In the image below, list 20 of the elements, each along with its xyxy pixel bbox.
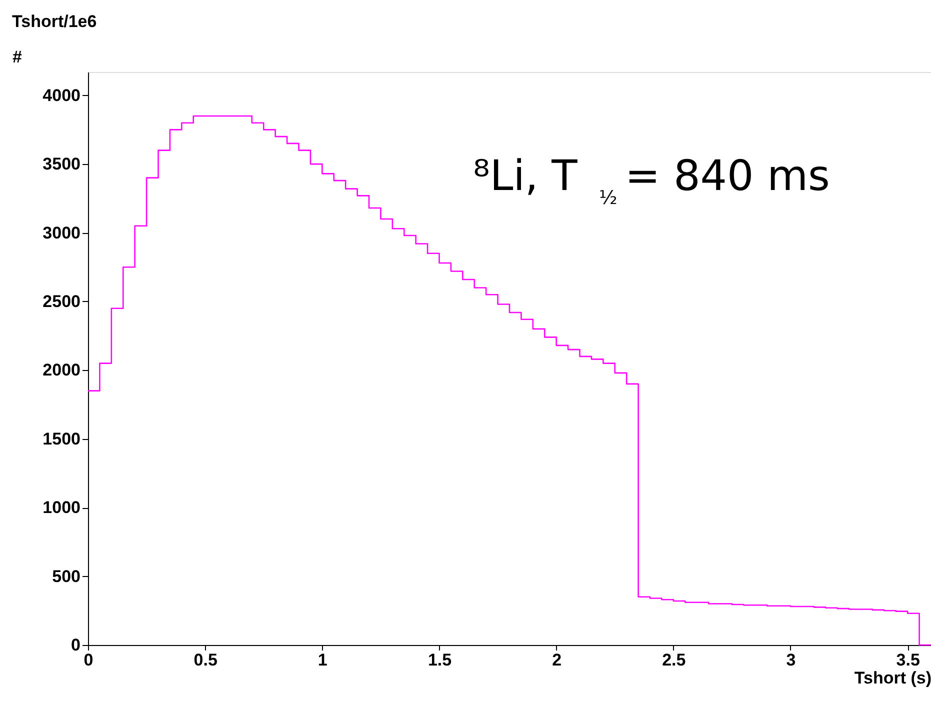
x-tick-label: 1: [318, 650, 328, 670]
x-tick-label: 2.5: [662, 650, 686, 670]
x-tick-label: 0.5: [194, 650, 218, 670]
x-tick-label: 1.5: [428, 650, 452, 670]
y-axis-title: #: [12, 48, 22, 66]
x-tick-label: 0: [84, 650, 94, 670]
x-tick-label: 3: [786, 650, 796, 670]
y-tick-label: 500: [52, 566, 80, 586]
y-tick-label: 1500: [42, 429, 80, 448]
chart-title: Tshort/1e6: [12, 12, 97, 31]
y-tick-label: 3000: [42, 223, 80, 242]
y-tick-label: 3500: [42, 154, 80, 174]
y-tick-label: 2000: [42, 360, 80, 380]
y-tick-label: 0: [71, 636, 80, 654]
x-tick-label: 3.5: [896, 650, 920, 670]
y-tick-label: 1000: [42, 498, 80, 518]
y-tick-label: 4000: [42, 86, 80, 105]
y-tick-label: 2500: [42, 292, 80, 311]
x-tick-label: 2: [552, 650, 562, 670]
x-axis-title: Tshort (s): [854, 668, 931, 688]
